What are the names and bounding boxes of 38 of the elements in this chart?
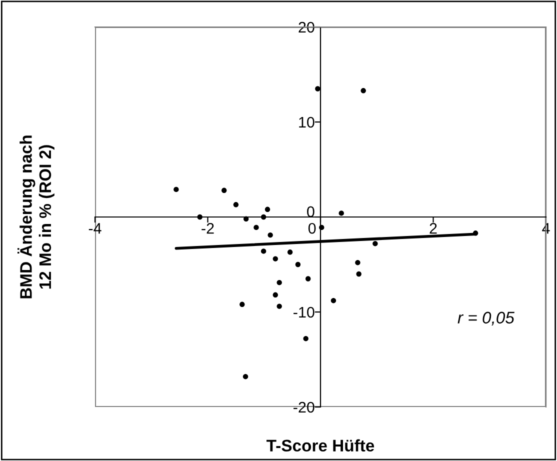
x-tick-label: -4 [88, 223, 102, 234]
point [268, 232, 273, 238]
y-axis-title: BMD Änderung nach 12 Mo in % (ROI 2) [17, 136, 54, 298]
point [306, 276, 311, 282]
point [295, 262, 301, 268]
point [272, 256, 278, 262]
point [319, 224, 324, 230]
y-tick-label: 10 [299, 116, 314, 128]
y-tick-label: -10 [294, 306, 314, 318]
point [254, 224, 259, 230]
point [260, 248, 266, 254]
annotation: r = 0,05 [458, 312, 514, 326]
point [276, 304, 282, 309]
point [356, 271, 362, 277]
point [272, 292, 278, 298]
point [330, 298, 336, 304]
point [233, 202, 239, 208]
point [222, 188, 227, 193]
point [315, 86, 320, 92]
point [360, 88, 366, 94]
point [264, 206, 270, 212]
point [472, 230, 478, 236]
point [372, 241, 378, 246]
point [243, 216, 249, 222]
point [260, 214, 266, 220]
point [276, 280, 282, 286]
point [355, 260, 360, 266]
point [240, 302, 245, 307]
point [197, 214, 202, 220]
x-axis-title: T-Score Hüfte [266, 439, 374, 452]
x-tick-label: 2 [430, 222, 437, 234]
point [242, 374, 248, 380]
point [338, 210, 344, 216]
y-tick-label: -20 [294, 402, 314, 413]
x-tick-label: -2 [202, 222, 214, 234]
point [287, 250, 293, 255]
point [174, 186, 179, 192]
point [303, 336, 308, 342]
